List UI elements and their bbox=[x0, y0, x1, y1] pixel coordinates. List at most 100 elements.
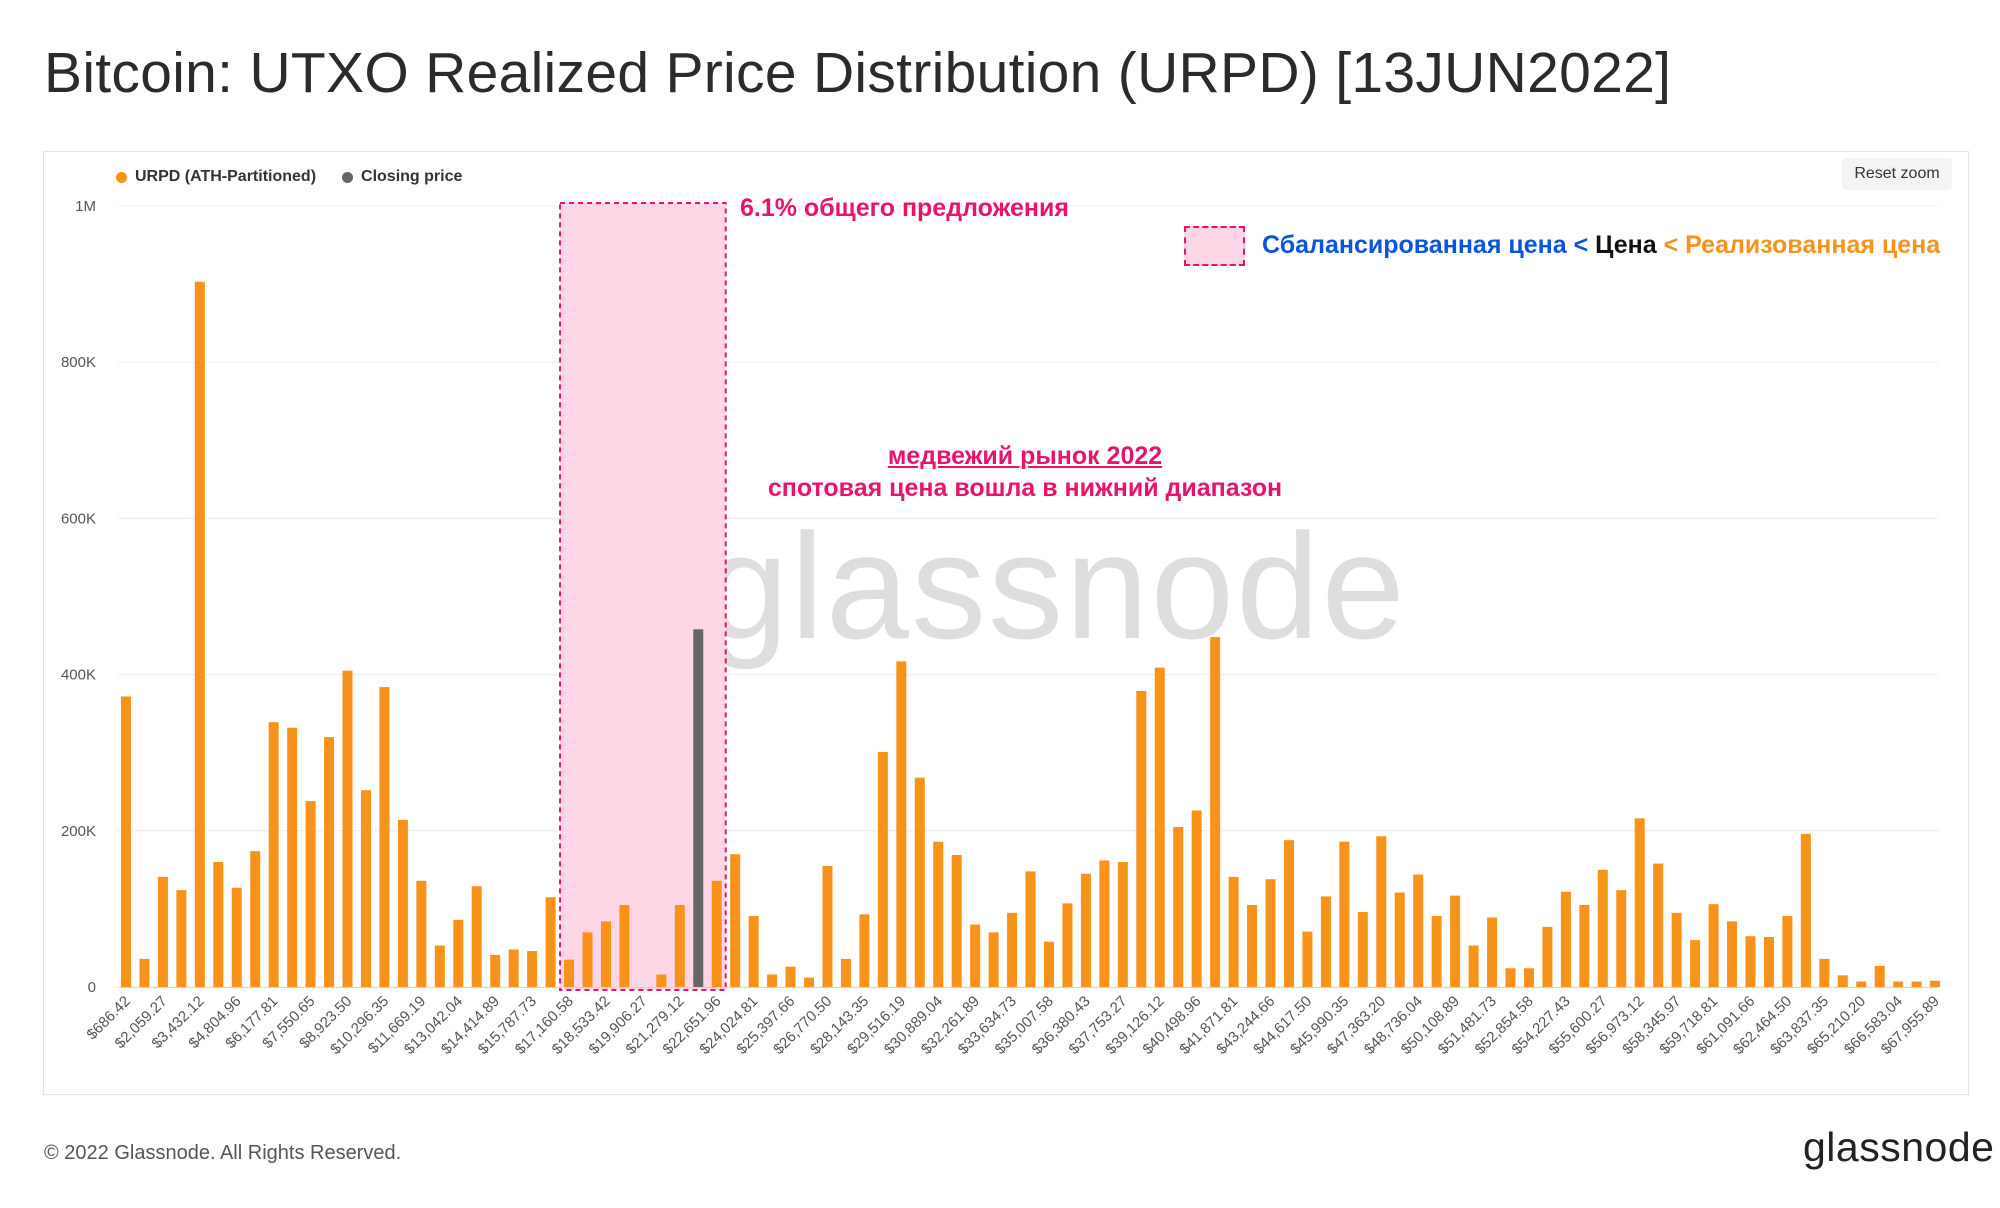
y-tick-label: 600K bbox=[61, 510, 96, 527]
urpd-bar bbox=[1117, 862, 1128, 987]
urpd-bar bbox=[600, 921, 611, 987]
urpd-bar bbox=[1173, 826, 1184, 987]
realized-price-label: Реализованная цена bbox=[1685, 231, 1941, 259]
urpd-bar bbox=[360, 790, 371, 987]
urpd-bar bbox=[1044, 941, 1054, 987]
bear-market-subtitle: спотовая цена вошла в нижний диапазон bbox=[767, 474, 1283, 502]
urpd-bar bbox=[1062, 903, 1073, 987]
y-tick-label: 800K bbox=[61, 354, 96, 371]
urpd-bar bbox=[1283, 840, 1294, 987]
urpd-bar bbox=[1007, 912, 1018, 987]
urpd-bar bbox=[1468, 945, 1479, 987]
highlight-key-swatch bbox=[1184, 226, 1245, 266]
urpd-bar bbox=[1893, 981, 1904, 987]
urpd-bar bbox=[1745, 936, 1756, 987]
urpd-bar bbox=[139, 958, 150, 987]
bear-market-title: медвежий рынок 2022 bbox=[887, 442, 1163, 470]
y-tick-label: 1M bbox=[75, 198, 96, 215]
urpd-bar bbox=[1247, 904, 1258, 987]
urpd-bar bbox=[619, 904, 630, 987]
urpd-bar bbox=[1099, 860, 1110, 987]
balanced-price-label: Сбалансированная цена bbox=[1262, 231, 1567, 259]
urpd-bar bbox=[305, 801, 316, 987]
urpd-bar bbox=[1763, 937, 1774, 987]
y-tick-label: 400K bbox=[61, 667, 96, 684]
legend-label-urpd: URPD (ATH-Partitioned) bbox=[135, 168, 317, 185]
urpd-bar bbox=[342, 670, 353, 987]
urpd-bar bbox=[877, 751, 888, 987]
urpd-bar bbox=[250, 851, 261, 987]
urpd-bar bbox=[157, 876, 168, 987]
closing-price-bar bbox=[693, 629, 704, 987]
urpd-bar bbox=[1911, 981, 1922, 987]
y-tick-label: 200K bbox=[61, 823, 96, 840]
urpd-bar bbox=[564, 959, 575, 987]
urpd-bar bbox=[1856, 981, 1867, 987]
urpd-bar bbox=[1136, 691, 1147, 987]
legend-item-urpd[interactable]: URPD (ATH-Partitioned) bbox=[116, 168, 316, 186]
urpd-bar bbox=[1523, 968, 1534, 987]
urpd-bar bbox=[822, 865, 833, 987]
chart-legend: URPD (ATH-Partitioned) Closing price bbox=[116, 168, 462, 186]
urpd-bar bbox=[1210, 637, 1221, 987]
urpd-bar bbox=[508, 949, 519, 987]
urpd-bar bbox=[656, 974, 667, 987]
urpd-bar bbox=[1634, 818, 1645, 987]
urpd-bar bbox=[324, 737, 335, 987]
urpd-bar bbox=[1616, 890, 1627, 987]
urpd-bar bbox=[970, 924, 981, 987]
urpd-bar bbox=[194, 281, 205, 988]
urpd-bar bbox=[1191, 810, 1202, 987]
urpd-bar bbox=[1727, 921, 1738, 987]
urpd-bar bbox=[1339, 841, 1350, 987]
urpd-bar bbox=[933, 841, 944, 987]
urpd-bar bbox=[1800, 833, 1811, 987]
urpd-bar bbox=[1874, 965, 1885, 987]
urpd-bar bbox=[1837, 975, 1848, 987]
urpd-bar bbox=[1357, 912, 1368, 987]
legend-dot-closing-icon bbox=[342, 171, 354, 183]
urpd-bar bbox=[767, 974, 778, 987]
urpd-bar bbox=[1653, 863, 1664, 987]
urpd-bar bbox=[1690, 940, 1701, 987]
y-tick-label: 0 bbox=[88, 979, 96, 996]
urpd-bar bbox=[840, 958, 851, 987]
urpd-bar bbox=[748, 915, 759, 987]
bear-market-annotation: медвежий рынок 2022 спотовая цена вошла … bbox=[768, 440, 1282, 504]
urpd-bar bbox=[1930, 980, 1941, 987]
urpd-bar bbox=[1597, 869, 1608, 987]
urpd-bar bbox=[1505, 968, 1516, 987]
key-separator-1: < bbox=[1566, 231, 1596, 259]
urpd-bar bbox=[1579, 904, 1590, 987]
urpd-bar bbox=[674, 904, 685, 987]
legend-item-closing-price[interactable]: Closing price bbox=[342, 168, 462, 186]
urpd-bar bbox=[1025, 871, 1036, 987]
urpd-bar bbox=[527, 951, 538, 987]
urpd-bar bbox=[213, 862, 224, 987]
urpd-bar bbox=[379, 687, 390, 987]
urpd-bar bbox=[1782, 915, 1793, 987]
supply-share-annotation: 6.1% общего предложения bbox=[740, 194, 1069, 222]
urpd-bar bbox=[1819, 958, 1830, 987]
watermark-logo: glassnode bbox=[705, 502, 1407, 670]
urpd-bar bbox=[1708, 904, 1719, 987]
urpd-bar bbox=[1413, 874, 1424, 987]
urpd-bar bbox=[914, 777, 925, 987]
reset-zoom-button[interactable]: Reset zoom bbox=[1842, 158, 1952, 190]
glassnode-logo: glassnode bbox=[1803, 1124, 1995, 1170]
urpd-bar bbox=[434, 945, 445, 987]
urpd-bar bbox=[951, 855, 962, 987]
urpd-bar bbox=[859, 914, 870, 987]
page-title: Bitcoin: UTXO Realized Price Distributio… bbox=[44, 41, 1672, 105]
urpd-bar bbox=[1394, 892, 1405, 987]
urpd-bar bbox=[711, 880, 722, 987]
urpd-bar bbox=[896, 661, 907, 987]
urpd-bar bbox=[176, 890, 187, 987]
urpd-bar bbox=[1542, 926, 1553, 987]
urpd-bar bbox=[1320, 896, 1331, 987]
urpd-bar bbox=[231, 887, 242, 987]
urpd-bar bbox=[1671, 912, 1682, 987]
price-order-annotation: Сбалансированная цена < Цена < Реализова… bbox=[1262, 231, 1940, 260]
urpd-bar bbox=[582, 932, 593, 987]
